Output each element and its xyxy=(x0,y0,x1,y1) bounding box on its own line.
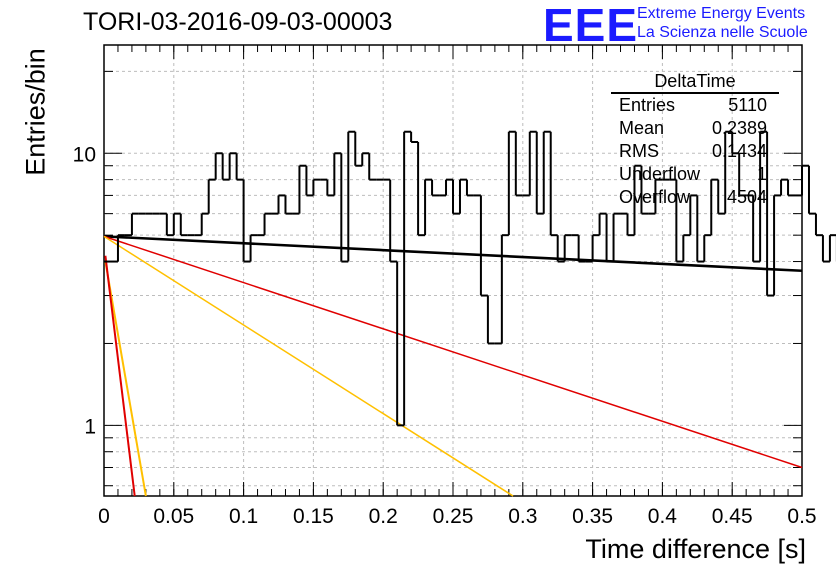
logo-caption: Extreme Energy Events La Scienza nelle S… xyxy=(637,4,808,42)
x-tick-label: 0.5 xyxy=(787,505,816,528)
fit-line-4 xyxy=(104,255,136,497)
y-tick-label: 1 xyxy=(84,415,96,438)
x-tick-label: 0 xyxy=(98,505,110,528)
x-tick-label: 0.1 xyxy=(229,505,258,528)
stats-key: Underflow xyxy=(619,164,701,184)
logo-line-2: La Scienza nelle Scuole xyxy=(637,24,808,41)
stats-key: RMS xyxy=(619,141,659,161)
stats-key: Entries xyxy=(619,95,676,115)
stats-value: 0.2389 xyxy=(711,118,767,138)
stats-box: DeltaTime Entries 5110 Mean 0.2389 RMS 0… xyxy=(611,70,779,209)
stats-row-rms: RMS 0.1434 xyxy=(611,140,779,163)
x-tick-label: 0.3 xyxy=(508,505,537,528)
eee-logo: EEE xyxy=(543,0,639,51)
stats-row-underflow: Underflow 1 xyxy=(611,163,779,186)
x-tick-label: 0.4 xyxy=(648,505,678,528)
stats-value: 5110 xyxy=(728,95,767,115)
stats-key: Mean xyxy=(619,118,665,138)
histogram-layer xyxy=(104,130,836,427)
y-tick-label: 10 xyxy=(73,143,96,166)
axis-ticks xyxy=(103,45,803,496)
x-tick-label: 0.25 xyxy=(433,505,474,528)
stats-row-overflow: Overflow 4504 xyxy=(611,186,779,209)
x-axis-label: Time difference [s] xyxy=(585,534,806,564)
chart-title: TORI-03-2016-09-03-00003 xyxy=(83,8,393,36)
tick-labels: 0 0.05 0.1 0.15 0.2 0.25 0.3 0.35 0.4 0.45 0.5 1 10 xyxy=(73,143,817,528)
stats-value: 0.1434 xyxy=(711,141,767,161)
stats-title: DeltaTime xyxy=(611,70,779,94)
stats-row-mean: Mean 0.2389 xyxy=(611,117,779,140)
fit-line-2 xyxy=(103,235,514,497)
y-axis-label: Entries/bin xyxy=(20,48,51,176)
stats-value: 4504 xyxy=(726,187,767,207)
stats-key: Overflow xyxy=(619,187,691,207)
x-tick-label: 0.35 xyxy=(572,505,613,528)
fit-line-3 xyxy=(104,261,147,497)
logo-line-1: Extreme Energy Events xyxy=(637,5,806,22)
x-tick-label: 0.05 xyxy=(153,505,194,528)
stats-value: 1 xyxy=(756,164,767,184)
x-tick-label: 0.2 xyxy=(369,505,398,528)
stats-row-entries: Entries 5110 xyxy=(611,94,779,117)
x-tick-label: 0.45 xyxy=(712,505,753,528)
fit-line-0 xyxy=(103,235,803,273)
fit-line-1 xyxy=(103,235,803,469)
fit-lines xyxy=(103,235,803,497)
x-tick-label: 0.15 xyxy=(293,505,334,528)
